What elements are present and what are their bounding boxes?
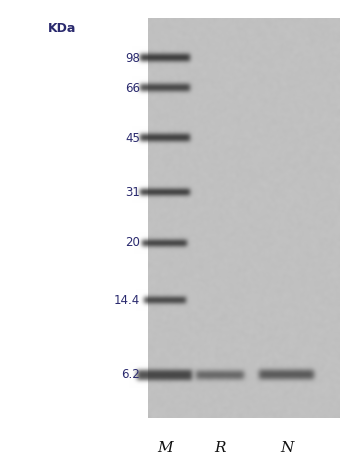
- Text: 20: 20: [125, 237, 140, 249]
- Text: 45: 45: [125, 132, 140, 144]
- Text: KDa: KDa: [48, 21, 76, 35]
- Text: R: R: [214, 441, 226, 455]
- Text: M: M: [157, 441, 173, 455]
- Text: 66: 66: [125, 82, 140, 95]
- Text: 14.4: 14.4: [114, 294, 140, 306]
- Text: 6.2: 6.2: [121, 369, 140, 381]
- Text: 31: 31: [125, 186, 140, 199]
- Text: 98: 98: [125, 51, 140, 65]
- Text: N: N: [280, 441, 294, 455]
